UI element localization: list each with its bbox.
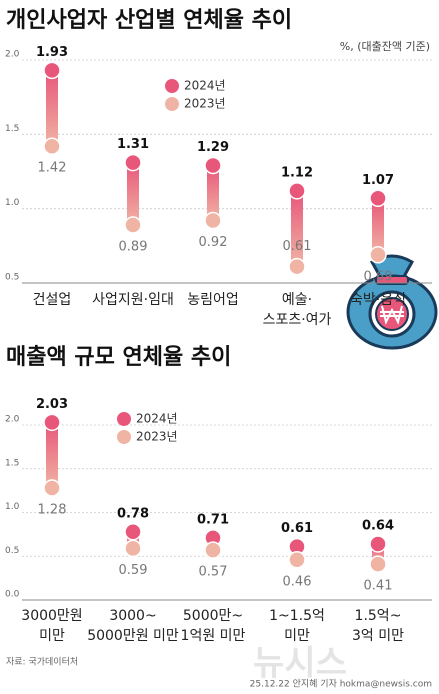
- y-tick-label: 2.0: [5, 415, 20, 425]
- watermark: 뉴시스: [253, 644, 347, 684]
- value-label: 0.64: [362, 519, 394, 534]
- value-label: 2.03: [36, 397, 68, 412]
- source: 자료: 국가데이터처: [6, 656, 78, 668]
- value-label: 0.57: [199, 565, 228, 580]
- y-tick-label: 1.0: [5, 198, 20, 208]
- x-tick-label: 1~1.5억: [269, 608, 325, 624]
- dot-2024: [204, 156, 222, 175]
- legend-label: 2023년: [184, 97, 226, 111]
- dot-2023: [288, 257, 306, 276]
- x-tick-label: 1.5억~: [355, 608, 402, 624]
- legend-marker: [165, 79, 179, 93]
- chart-subtitle: %, (대출잔액 기준): [340, 40, 430, 53]
- dot-2023: [43, 137, 61, 155]
- range-bar: [207, 165, 219, 221]
- value-label: 0.92: [199, 235, 228, 250]
- range-bar: [291, 190, 303, 267]
- value-label: 1.42: [38, 161, 67, 176]
- value-label: 1.93: [36, 45, 68, 60]
- dot-2024: [43, 61, 61, 80]
- money-bag-icon: [346, 254, 438, 350]
- dot-2024: [369, 535, 387, 553]
- value-label: 0.61: [281, 521, 313, 536]
- value-label: 0.69: [364, 269, 393, 284]
- range-bar: [372, 198, 384, 255]
- dot-2023: [369, 246, 387, 264]
- x-tick-label: 3000만원: [21, 608, 82, 624]
- legend-marker: [165, 97, 179, 111]
- range-bar: [127, 162, 139, 226]
- y-tick-label: 1.5: [5, 124, 19, 134]
- dot-2023: [369, 555, 387, 573]
- y-tick-label: 1.5: [5, 458, 19, 468]
- x-tick-label: 미만: [39, 628, 65, 644]
- value-label: 1.12: [281, 165, 313, 180]
- value-label: 0.59: [119, 563, 148, 578]
- dot-2023: [204, 541, 222, 559]
- dot-2024: [124, 523, 142, 541]
- chart-title: 개인사업자 산업별 연체율 추이: [6, 8, 292, 33]
- legend-marker: [117, 412, 131, 426]
- x-tick-label: 미만: [284, 628, 310, 644]
- value-label: 0.61: [283, 239, 312, 254]
- x-tick-label: 사업지원·임대: [92, 292, 174, 308]
- dot-2024: [124, 153, 142, 172]
- value-label: 1.29: [197, 140, 229, 155]
- credit: 25.12.22 안지혜 기자 hokma@newsis.com: [250, 678, 432, 690]
- dot-2024: [369, 189, 387, 208]
- value-label: 0.71: [197, 512, 229, 527]
- x-tick-label: 예술·: [282, 292, 312, 308]
- dot-2023: [124, 539, 142, 558]
- legend-marker: [117, 430, 131, 444]
- x-tick-label: 3억 미만: [352, 628, 404, 644]
- dot-2023: [43, 479, 61, 497]
- x-tick-label: 건설업: [33, 292, 72, 308]
- x-tick-label: 스포츠·여가: [263, 312, 332, 328]
- chart-title: 매출액 규모 연체율 추이: [6, 345, 231, 370]
- value-label: 0.46: [283, 574, 312, 589]
- y-tick-label: 1.0: [5, 502, 20, 512]
- dot-2024: [43, 413, 61, 432]
- value-label: 0.78: [117, 506, 149, 521]
- y-tick-label: 2.0: [5, 50, 20, 60]
- value-label: 1.28: [38, 503, 67, 518]
- value-label: 1.31: [117, 137, 149, 152]
- legend-label: 2024년: [136, 412, 178, 426]
- x-tick-label: 숙박·음식: [350, 292, 406, 308]
- legend-label: 2023년: [136, 430, 178, 444]
- value-label: 0.41: [364, 579, 393, 594]
- dot-2023: [288, 551, 306, 569]
- x-tick-label: 농림어업: [187, 292, 239, 308]
- range-bar: [46, 70, 58, 147]
- x-tick-label: 5000만~: [183, 608, 243, 624]
- legend-label: 2024년: [184, 79, 226, 93]
- dot-2023: [124, 216, 142, 234]
- y-tick-label: 0.0: [5, 590, 20, 600]
- y-tick-label: 0.5: [5, 546, 19, 556]
- x-tick-label: 5000만원 미만: [87, 628, 179, 644]
- value-label: 1.07: [362, 173, 394, 188]
- y-tick-label: 0.5: [5, 273, 19, 283]
- range-bar: [46, 422, 58, 488]
- dot-2023: [204, 211, 222, 230]
- dot-2024: [288, 182, 306, 200]
- x-tick-label: 3000~: [109, 608, 156, 624]
- x-tick-label: 1억원 미만: [181, 628, 246, 644]
- value-label: 0.89: [119, 240, 148, 255]
